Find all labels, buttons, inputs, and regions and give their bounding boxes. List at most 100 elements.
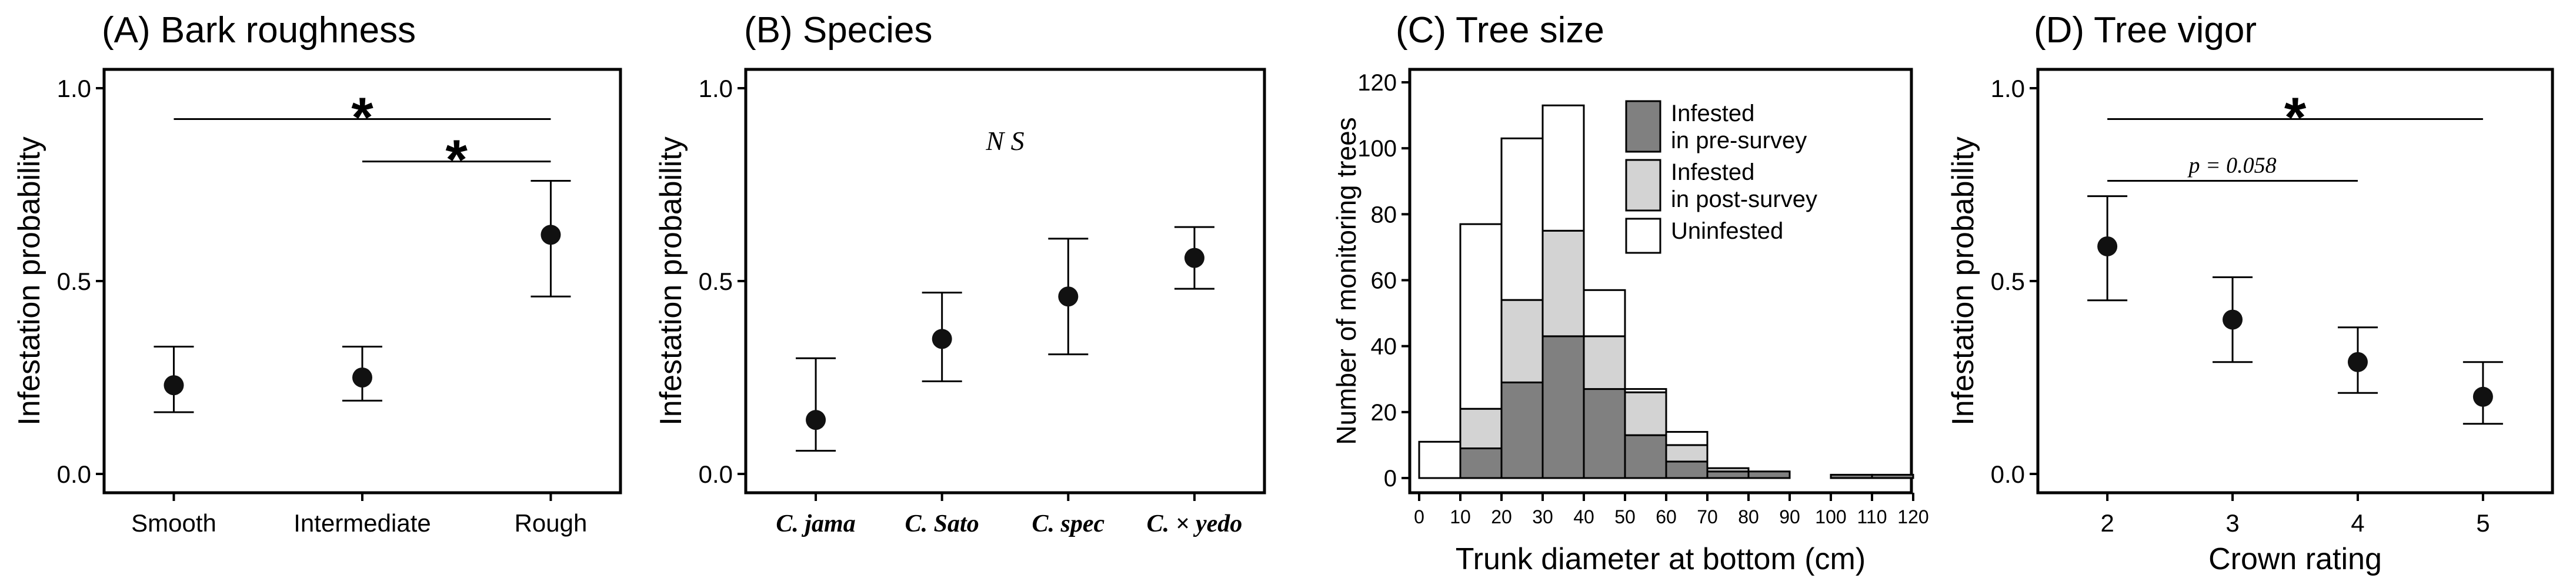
legend-swatch — [1625, 159, 1661, 212]
not-significant-label: N S — [985, 126, 1024, 156]
panel-title: (A) Bark roughness — [102, 10, 416, 51]
y-tick-label: 40 — [1371, 334, 1397, 360]
x-tick-label: 90 — [1779, 506, 1800, 527]
x-tick-label: C. jama — [776, 510, 855, 537]
x-tick-label: 0 — [1414, 506, 1424, 527]
x-tick-label: C. × yedo — [1147, 510, 1243, 537]
series-uninfested — [1418, 104, 1709, 479]
histogram-bar — [1459, 407, 1503, 450]
series-infested-pre-survey — [1459, 335, 1914, 479]
data-point — [352, 368, 372, 387]
x-tick-label: Intermediate — [293, 509, 431, 537]
x-tick-label: Smooth — [131, 509, 216, 537]
y-axis-label: Infestation probability — [654, 136, 688, 425]
histogram-bar — [1624, 434, 1667, 479]
x-tick-label: 80 — [1738, 506, 1759, 527]
histogram-bar — [1871, 473, 1914, 479]
data-point — [932, 329, 952, 349]
y-tick-label: 0.0 — [699, 460, 733, 488]
y-axis-label: Infestation probability — [12, 136, 46, 425]
y-tick-label: 0.5 — [699, 268, 733, 295]
y-tick-label: 120 — [1357, 70, 1397, 96]
y-tick-label: 0.5 — [1991, 268, 2025, 295]
legend-swatch — [1625, 100, 1661, 153]
data-point — [540, 225, 561, 245]
panel-title: (D) Tree vigor — [2034, 10, 2257, 51]
panel-title: (C) Tree size — [1396, 10, 1604, 51]
data-point — [2223, 309, 2243, 330]
x-tick-label: 30 — [1532, 506, 1553, 527]
y-tick-label: 60 — [1371, 268, 1397, 294]
y-tick-label: 0.5 — [57, 268, 91, 295]
histogram-bar — [1706, 467, 1750, 473]
significance-star: * — [2284, 86, 2307, 149]
x-axis-label: Crown rating — [2208, 542, 2382, 576]
y-axis-label: Infestation probability — [1946, 136, 1980, 425]
y-tick-label: 1.0 — [699, 75, 733, 102]
x-tick-label: Rough — [515, 509, 588, 537]
histogram-bar — [1747, 470, 1791, 479]
data-point — [2097, 236, 2118, 256]
legend-label: in pre-survey — [1671, 128, 1807, 153]
data-point — [2347, 352, 2368, 372]
histogram-bar — [1624, 388, 1667, 393]
panel-b: (B) Species 0.0 0.5 1.0 Infestation probabil… — [654, 10, 1266, 537]
histogram-bar — [1459, 447, 1503, 479]
x-tick-label: 10 — [1450, 506, 1471, 527]
data-point — [1058, 286, 1079, 307]
x-tick-label: 50 — [1614, 506, 1636, 527]
panel-d: (D) Tree vigor 0.0 0.5 1.0 Infestation proba… — [1946, 10, 2554, 576]
histogram-bar — [1665, 430, 1709, 446]
legend-swatch — [1625, 218, 1661, 254]
histogram-bar — [1624, 391, 1667, 436]
histogram-bar — [1706, 470, 1750, 479]
y-tick-label: 100 — [1357, 136, 1397, 162]
y-tick-label: 0.0 — [57, 460, 91, 488]
histogram-bar — [1418, 440, 1461, 479]
x-tick-label: 40 — [1573, 506, 1594, 527]
x-tick-label: 2 — [2100, 509, 2114, 537]
x-tick-label: 20 — [1491, 506, 1512, 527]
legend-label: Uninfested — [1671, 218, 1783, 244]
histogram-bar — [1583, 388, 1626, 479]
histogram-bar — [1459, 223, 1503, 410]
x-tick-label: C. Sato — [905, 510, 979, 537]
histogram-bar — [1665, 460, 1709, 479]
histogram-bar — [1583, 335, 1626, 390]
y-tick-label: 20 — [1371, 400, 1397, 426]
x-tick-label: 4 — [2351, 509, 2364, 537]
error-bar — [796, 357, 836, 452]
histogram-bar — [1541, 104, 1585, 232]
histogram-bar — [1541, 229, 1585, 338]
significance-star: * — [351, 86, 373, 149]
x-axis-label: Trunk diameter at bottom (cm) — [1456, 542, 1866, 576]
legend-label: Infested — [1671, 101, 1754, 126]
y-tick-label: 0.0 — [1991, 460, 2025, 488]
y-tick-label: 1.0 — [1991, 75, 2025, 102]
significance-star: * — [446, 129, 468, 192]
x-tick-label: 60 — [1656, 506, 1677, 527]
histogram-bar — [1500, 137, 1544, 301]
histogram-bar — [1830, 473, 1873, 479]
x-tick-label: 3 — [2225, 509, 2239, 537]
x-tick-label: C. spec — [1032, 510, 1105, 537]
series-infested-post-survey — [1459, 229, 1750, 473]
x-tick-label: 100 — [1815, 506, 1846, 527]
x-tick-label: 110 — [1857, 506, 1887, 527]
y-tick-label: 1.0 — [57, 75, 91, 102]
x-tick-label: 70 — [1697, 506, 1718, 527]
panel-a: (A) Bark roughness 0.0 0.5 1.0 Infestation p… — [12, 10, 622, 537]
legend-label: in post-survey — [1671, 186, 1817, 212]
data-point — [163, 375, 184, 396]
legend-label: Infested — [1671, 159, 1754, 185]
histogram-bar — [1665, 444, 1709, 463]
data-point — [2472, 386, 2493, 407]
data-point — [1184, 248, 1204, 268]
histogram-bar — [1500, 381, 1544, 479]
histogram-bar — [1583, 289, 1626, 338]
y-tick-label: 80 — [1371, 202, 1397, 228]
x-tick-label: 120 — [1897, 506, 1928, 527]
